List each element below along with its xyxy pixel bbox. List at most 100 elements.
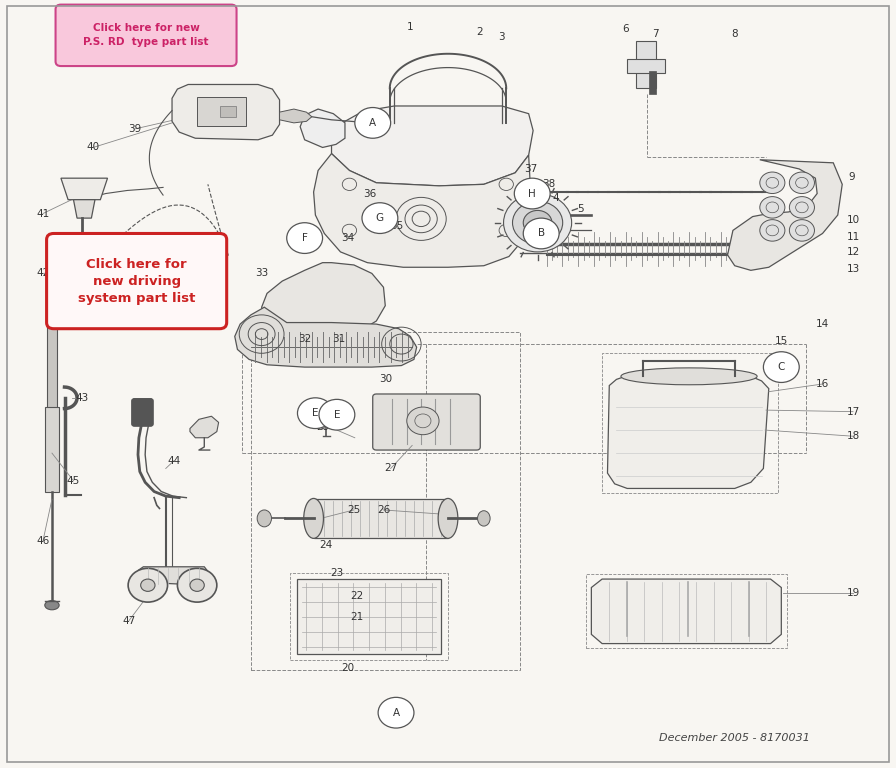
Text: 14: 14 xyxy=(816,319,829,329)
Polygon shape xyxy=(172,84,280,140)
Circle shape xyxy=(297,398,333,429)
Text: B: B xyxy=(538,228,545,239)
Polygon shape xyxy=(312,404,340,429)
Bar xyxy=(649,71,656,94)
Text: 31: 31 xyxy=(332,334,345,345)
Ellipse shape xyxy=(45,601,59,610)
FancyBboxPatch shape xyxy=(47,233,227,329)
Text: 7: 7 xyxy=(652,28,659,39)
Polygon shape xyxy=(300,109,345,147)
FancyBboxPatch shape xyxy=(132,399,153,426)
Ellipse shape xyxy=(478,511,490,526)
Circle shape xyxy=(763,352,799,382)
Text: 39: 39 xyxy=(128,124,141,134)
Text: 11: 11 xyxy=(847,231,859,242)
FancyBboxPatch shape xyxy=(373,394,480,450)
Ellipse shape xyxy=(75,273,90,280)
Polygon shape xyxy=(314,154,530,267)
Bar xyxy=(220,106,236,117)
Text: 12: 12 xyxy=(847,247,859,257)
Text: 5: 5 xyxy=(577,204,584,214)
Text: 45: 45 xyxy=(67,475,80,486)
Circle shape xyxy=(504,194,572,252)
Text: 19: 19 xyxy=(847,588,859,598)
Text: E: E xyxy=(312,408,319,419)
Text: A: A xyxy=(369,118,376,128)
Text: 17: 17 xyxy=(847,406,859,417)
Text: 36: 36 xyxy=(364,188,376,199)
Text: 35: 35 xyxy=(391,220,403,231)
Text: 10: 10 xyxy=(847,214,859,225)
Circle shape xyxy=(760,172,785,194)
Text: 25: 25 xyxy=(348,505,360,515)
Polygon shape xyxy=(314,499,448,538)
Circle shape xyxy=(407,407,439,435)
Circle shape xyxy=(190,579,204,591)
Ellipse shape xyxy=(304,498,323,538)
Text: 46: 46 xyxy=(37,535,49,546)
Circle shape xyxy=(319,399,355,430)
Ellipse shape xyxy=(438,498,458,538)
Polygon shape xyxy=(591,579,781,644)
Text: 9: 9 xyxy=(848,171,855,182)
Text: H: H xyxy=(529,188,536,199)
Polygon shape xyxy=(607,376,769,488)
Text: 40: 40 xyxy=(87,142,99,153)
Text: 47: 47 xyxy=(123,615,135,626)
Text: 27: 27 xyxy=(384,463,397,474)
Text: 24: 24 xyxy=(320,540,332,551)
Text: F: F xyxy=(302,233,307,243)
Polygon shape xyxy=(73,200,95,218)
Circle shape xyxy=(523,218,559,249)
Circle shape xyxy=(789,220,814,241)
Text: 1: 1 xyxy=(407,22,414,32)
Circle shape xyxy=(128,568,168,602)
Bar xyxy=(197,97,246,126)
Text: 29: 29 xyxy=(316,422,329,432)
Polygon shape xyxy=(332,106,533,186)
Text: 26: 26 xyxy=(377,505,390,515)
Circle shape xyxy=(513,201,563,244)
Text: 18: 18 xyxy=(847,431,859,442)
Bar xyxy=(297,579,441,654)
Text: 32: 32 xyxy=(298,334,311,345)
Circle shape xyxy=(177,568,217,602)
Text: 8: 8 xyxy=(731,28,738,39)
Bar xyxy=(251,332,520,670)
Text: 16: 16 xyxy=(816,379,829,389)
Polygon shape xyxy=(280,109,312,123)
Bar xyxy=(627,59,665,73)
Text: C: C xyxy=(778,362,785,372)
Circle shape xyxy=(789,172,814,194)
Text: 4: 4 xyxy=(552,193,559,204)
Text: 41: 41 xyxy=(37,208,49,219)
Polygon shape xyxy=(61,178,108,200)
Text: 28: 28 xyxy=(340,415,353,426)
Bar xyxy=(586,574,787,648)
Polygon shape xyxy=(139,567,208,585)
Circle shape xyxy=(355,108,391,138)
Text: 6: 6 xyxy=(622,24,629,35)
Polygon shape xyxy=(235,307,417,367)
Text: 22: 22 xyxy=(350,591,363,601)
Text: 44: 44 xyxy=(168,455,180,466)
Circle shape xyxy=(760,197,785,218)
Text: 42: 42 xyxy=(37,268,49,279)
Circle shape xyxy=(760,220,785,241)
Polygon shape xyxy=(728,160,842,270)
Text: 33: 33 xyxy=(255,268,268,279)
Text: 34: 34 xyxy=(341,233,354,243)
FancyBboxPatch shape xyxy=(56,5,237,66)
Text: 37: 37 xyxy=(524,164,537,174)
Bar xyxy=(636,41,656,88)
Text: December 2005 - 8170031: December 2005 - 8170031 xyxy=(659,733,810,743)
Circle shape xyxy=(378,697,414,728)
Text: 21: 21 xyxy=(350,612,363,623)
Text: 43: 43 xyxy=(76,392,89,403)
Text: 20: 20 xyxy=(341,663,354,674)
Ellipse shape xyxy=(257,510,271,527)
Text: 38: 38 xyxy=(542,179,555,190)
Text: A: A xyxy=(392,707,400,718)
Polygon shape xyxy=(262,263,385,338)
Circle shape xyxy=(362,203,398,233)
